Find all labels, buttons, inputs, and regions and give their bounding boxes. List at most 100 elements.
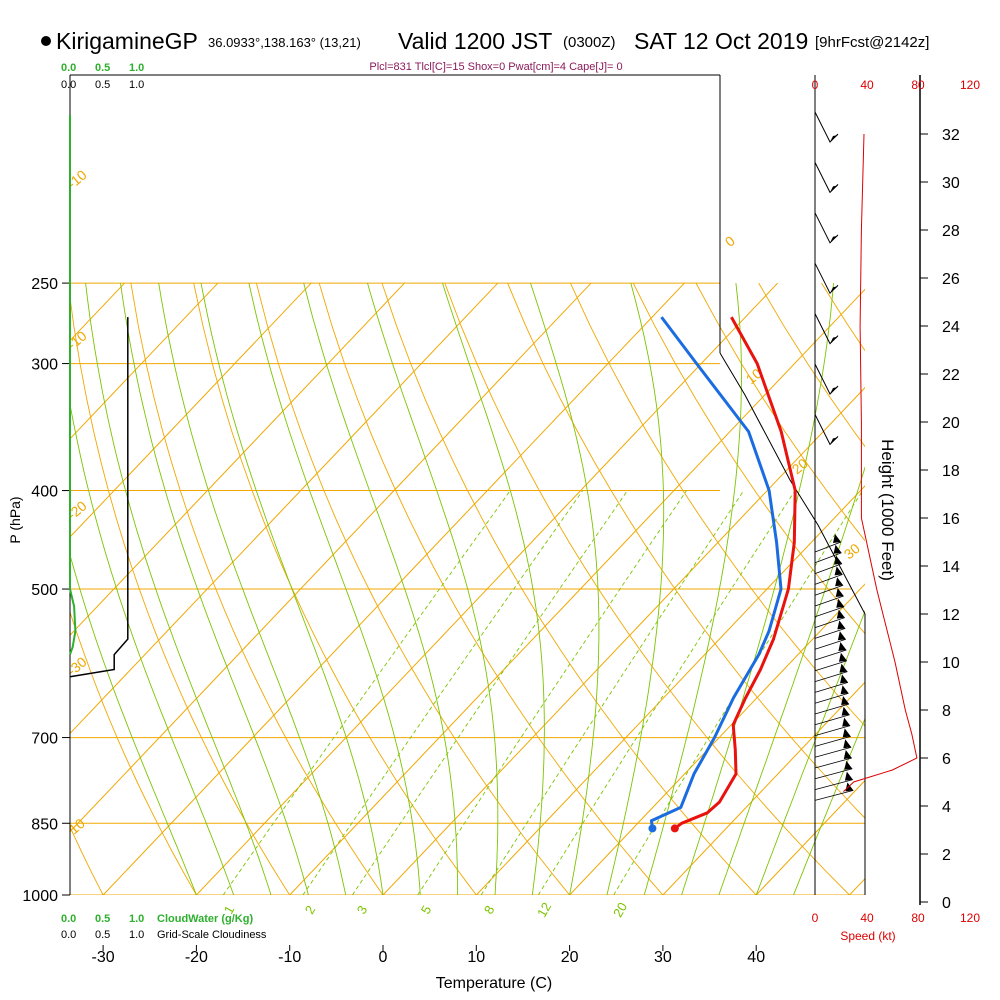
moist-adiabat-line bbox=[70, 553, 197, 895]
wind-barb-flag bbox=[830, 437, 838, 445]
valid-time: Valid 1200 JST bbox=[398, 28, 552, 54]
wind-barb-low-flag bbox=[834, 555, 843, 565]
pressure-axis: 250 300 400 500 700 850 1000 bbox=[22, 276, 70, 905]
station-name: KirigamineGP bbox=[56, 28, 198, 54]
wind-barb-low-flag bbox=[835, 577, 844, 587]
mixing-ratio-label: 12 bbox=[534, 900, 554, 920]
x-axis-title: Temperature (C) bbox=[436, 975, 552, 992]
wind-barb-low bbox=[814, 703, 850, 715]
moist-adiabat-line bbox=[120, 283, 309, 895]
dry-adiabat-label: 0 bbox=[722, 232, 738, 249]
cl-top-0: 0.0 bbox=[61, 79, 76, 91]
moist-adiabat-line bbox=[755, 610, 865, 895]
height-tick-label: 6 bbox=[942, 751, 951, 768]
height-tick-label: 22 bbox=[942, 367, 960, 384]
wind-barb-low bbox=[814, 714, 850, 726]
sounding-profiles bbox=[648, 316, 797, 833]
spd-bot-0: 0 bbox=[812, 911, 819, 925]
isotherm-line bbox=[102, 282, 685, 895]
moist-adiabat-line bbox=[70, 401, 235, 895]
wind-barb-low-flag bbox=[841, 696, 850, 705]
moist-adiabat-line bbox=[681, 283, 834, 895]
dry-adiabat-line bbox=[381, 282, 757, 895]
cloud-water-line bbox=[69, 115, 77, 655]
height-tick-label: 0 bbox=[942, 895, 951, 912]
dry-adiabat-label: -10 bbox=[64, 327, 90, 352]
wind-panel bbox=[814, 111, 918, 801]
pressure-tick-label: 500 bbox=[31, 582, 58, 599]
dry-adiabat-line bbox=[130, 283, 384, 895]
dry-adiabat-line bbox=[507, 282, 865, 819]
wind-barb-flag bbox=[830, 286, 838, 294]
wind-barb-low-flag bbox=[835, 588, 844, 597]
cw-bot-2: 1.0 bbox=[129, 913, 144, 925]
moist-adiabat-line bbox=[442, 282, 545, 895]
isotherm-line bbox=[662, 681, 865, 895]
wind-barb-low bbox=[814, 768, 853, 780]
wind-speed-line bbox=[843, 133, 918, 792]
wind-barb-low-flag bbox=[842, 728, 851, 738]
height-tick-label: 26 bbox=[942, 271, 960, 288]
temperature-tick-label: 0 bbox=[379, 949, 388, 966]
moist-adiabat-line bbox=[85, 283, 272, 895]
spd-bot-1: 40 bbox=[860, 911, 874, 925]
isotherm-line bbox=[475, 485, 865, 895]
pressure-tick-label: 400 bbox=[31, 484, 58, 501]
wind-barb-low-flag bbox=[844, 771, 853, 781]
dry-adiabat-line bbox=[0, 283, 10, 895]
wind-barb-low bbox=[814, 606, 845, 618]
isotherm-line bbox=[382, 386, 865, 895]
moist-adiabat-line bbox=[248, 283, 421, 895]
temperature-line-surface-dot bbox=[670, 824, 679, 833]
mixing-ratio-label: 20 bbox=[610, 900, 630, 920]
height-tick-label: 18 bbox=[942, 463, 960, 480]
dewpoint-line bbox=[649, 316, 783, 829]
wind-barb-low-flag bbox=[833, 544, 842, 554]
wind-barb-low bbox=[814, 563, 843, 574]
moist-adiabat-line bbox=[367, 282, 499, 895]
cloudwater-scale-top: 0.0 0.5 1.0 0.0 0.5 1.0 bbox=[61, 62, 144, 91]
dry-adiabat-line bbox=[70, 293, 291, 895]
isotherm-line bbox=[70, 282, 499, 735]
temperature-tick-label: -20 bbox=[185, 949, 208, 966]
moist-adiabat-line bbox=[793, 717, 865, 895]
dry-adiabat-line bbox=[318, 282, 664, 895]
height-tick-label: 28 bbox=[942, 223, 960, 240]
cw-title: CloudWater (g/Kg) bbox=[157, 913, 253, 925]
isotherm-line bbox=[196, 282, 779, 895]
cw-top-2: 1.0 bbox=[129, 62, 144, 74]
height-tick-label: 12 bbox=[942, 607, 960, 624]
speed-scale-bottom: 0 40 80 120 Speed (kt) bbox=[812, 911, 981, 943]
wind-barb-low-flag bbox=[844, 760, 853, 770]
cl-top-2: 1.0 bbox=[129, 79, 144, 91]
valid-zulu: (0300Z) bbox=[563, 34, 616, 51]
temperature-tick-label: 40 bbox=[747, 949, 765, 966]
dry-adiabat-label: 10 bbox=[66, 815, 88, 837]
cw-top-0: 0.0 bbox=[61, 62, 76, 74]
temperature-tick-label: -30 bbox=[92, 949, 115, 966]
mixing-ratio-line bbox=[480, 490, 745, 895]
temperature-tick-label: 20 bbox=[561, 949, 579, 966]
temperature-line bbox=[673, 316, 797, 830]
wind-barb-low bbox=[814, 790, 854, 801]
temperature-axis: -30 -20 -10 0 10 20 30 40 bbox=[92, 945, 765, 966]
speed-title: Speed (kt) bbox=[840, 929, 895, 943]
wind-barb-low bbox=[814, 692, 849, 704]
wind-barb-low-flag bbox=[842, 717, 851, 727]
dry-adiabat-line bbox=[193, 283, 477, 895]
cloudwater-scale-bottom: 0.0 0.5 1.0 CloudWater (g/Kg) 0.0 0.5 1.… bbox=[61, 913, 267, 941]
wind-barb-low-flag bbox=[843, 750, 852, 759]
mixing-ratio-line bbox=[417, 490, 687, 895]
pressure-tick-label: 300 bbox=[31, 357, 58, 374]
cl-top-1: 0.5 bbox=[95, 79, 110, 91]
wind-barb-low bbox=[814, 552, 842, 564]
cl-bot-2: 1.0 bbox=[129, 929, 144, 941]
spd-top-1: 40 bbox=[860, 78, 874, 92]
wind-barb-low bbox=[814, 649, 847, 661]
wind-barb-low bbox=[814, 574, 843, 585]
cl-bot-1: 0.5 bbox=[95, 929, 110, 941]
isotherm-line bbox=[70, 282, 219, 440]
wind-barb-low bbox=[814, 746, 852, 758]
temperature-tick-label: 30 bbox=[654, 949, 672, 966]
